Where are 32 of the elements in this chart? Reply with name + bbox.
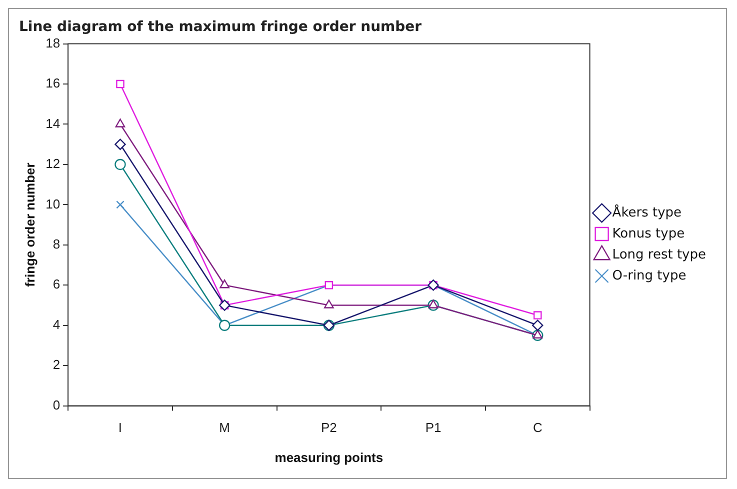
- point: [116, 80, 124, 88]
- y-tick-label: 0: [52, 397, 60, 412]
- y-tick-label: 8: [52, 236, 60, 252]
- y-tick-label: 12: [46, 156, 60, 172]
- y-tick-label: 18: [46, 35, 60, 50]
- legend-label: Åkers type: [612, 203, 682, 220]
- point: [428, 300, 438, 308]
- y-tick-label: 2: [52, 357, 60, 372]
- y-tick-label: 10: [46, 196, 60, 212]
- y-tick-label: 14: [46, 116, 60, 131]
- point: [324, 300, 334, 308]
- y-axis-title: fringe order number: [22, 162, 38, 287]
- chart-title: Line diagram of the maximum fringe order number: [19, 19, 422, 36]
- point: [220, 280, 230, 288]
- point: [115, 118, 126, 128]
- point: [532, 320, 544, 331]
- point: [114, 158, 126, 170]
- y-tick-label: 16: [46, 76, 60, 91]
- x-tick-label: P2: [320, 420, 337, 436]
- x-tick-label: I: [118, 420, 122, 436]
- legend-label: Konus type: [612, 226, 685, 242]
- point: [114, 138, 126, 150]
- legend-label: O-ring type: [612, 268, 686, 284]
- y-tick-label: 6: [52, 276, 60, 292]
- x-tick-label: P1: [425, 420, 442, 436]
- y-tick-label: 4: [52, 316, 60, 332]
- x-axis-title: measuring points: [274, 450, 384, 465]
- x-tick-label: C: [532, 420, 542, 436]
- legend-label: Long rest type: [612, 247, 706, 262]
- point: [116, 200, 124, 209]
- x-tick-label: M: [219, 420, 230, 436]
- point: [534, 311, 542, 320]
